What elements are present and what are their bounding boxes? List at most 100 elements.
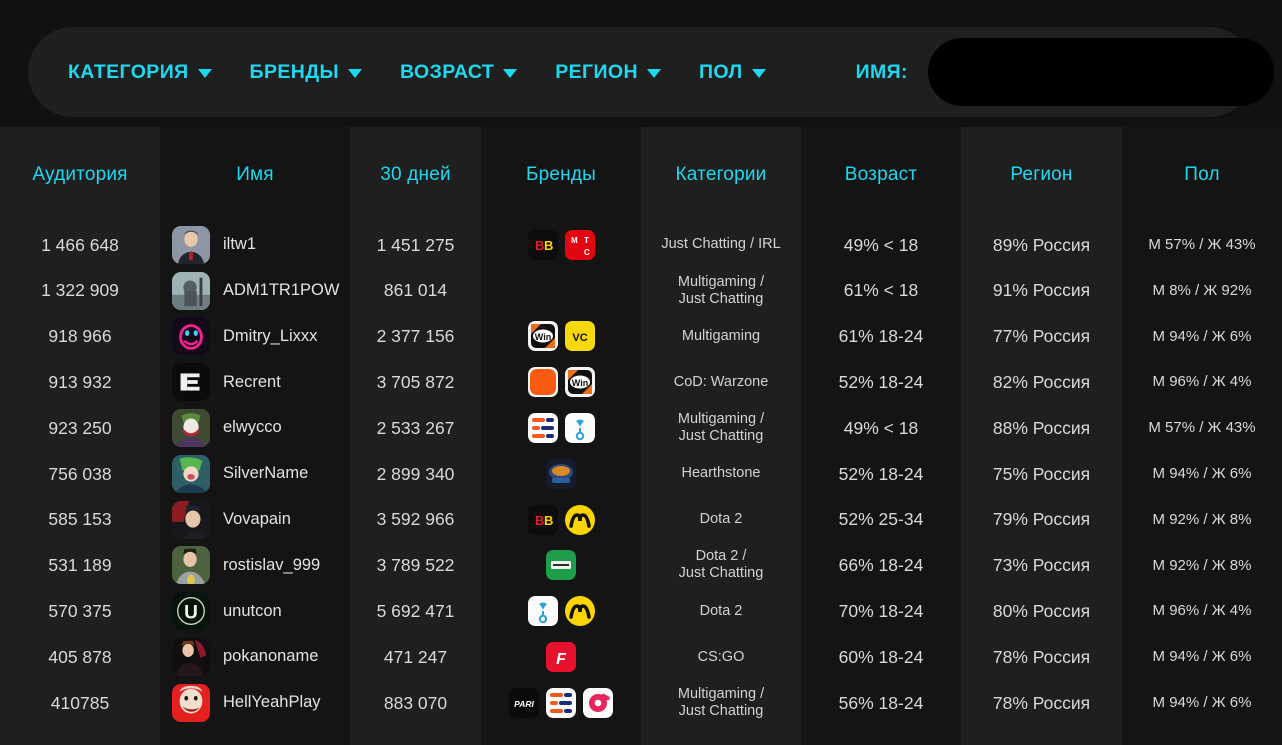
table-row[interactable]: 410785 HellYeahPlay 883 070 PARI Multigaming…	[0, 680, 1282, 726]
cell-audience: 913 932	[48, 371, 112, 392]
cell-gender: М 94% / Ж 6%	[1152, 327, 1252, 345]
cell-region: 73% Россия	[992, 555, 1091, 576]
avatar	[172, 500, 210, 539]
cell-name[interactable]: SilverName	[160, 451, 350, 497]
cell-age: 60% 18-24	[838, 646, 924, 667]
cell-name[interactable]: iltw1	[160, 222, 350, 268]
cell-30-days: 5 692 471	[376, 600, 455, 621]
filter-region-label: РЕГИОН	[555, 60, 638, 83]
filter-age[interactable]: ВОЗРАСТ	[400, 61, 518, 84]
cell-age: 66% 18-24	[838, 555, 924, 576]
table-row[interactable]: 405 878 pokanoname 471 247 F CS:GO 60% 18-24 7…	[0, 634, 1282, 680]
column-header-30days[interactable]: 30 дней	[380, 163, 451, 185]
brand-logo-vk[interactable]: VC	[564, 321, 595, 352]
brand-logo-fonbet[interactable]: F	[546, 642, 576, 673]
cell-region: 75% Россия	[992, 463, 1091, 484]
cell-brands	[481, 405, 641, 451]
cell-name[interactable]: rostislav_999	[160, 543, 350, 589]
table-row[interactable]: 585 153 Vovapain 3 592 966 B B Dota 2 52% 25-3…	[0, 497, 1282, 543]
brand-logo-orange[interactable]	[527, 367, 558, 398]
svg-text:PARI: PARI	[514, 699, 534, 709]
cell-age: 49% < 18	[843, 234, 919, 255]
cell-name[interactable]: Vovapain	[160, 497, 350, 543]
column-header-categories[interactable]: Категории	[675, 163, 767, 185]
chevron-down-icon	[348, 69, 363, 78]
cell-name[interactable]: elwycco	[160, 405, 350, 451]
column-stripe	[801, 127, 961, 745]
cell-name[interactable]: Dmitry_Lixxx	[160, 314, 350, 360]
cell-age: 52% 18-24	[838, 371, 924, 392]
brand-logo-pari[interactable]: PARI	[509, 687, 539, 718]
avatar: U	[172, 592, 210, 631]
filter-category[interactable]: КАТЕГОРИЯ	[68, 61, 212, 84]
column-stripes	[0, 127, 1282, 745]
brand-logo-m-circle[interactable]	[564, 596, 595, 627]
avatar	[172, 546, 210, 585]
svg-text:B: B	[544, 238, 553, 253]
cell-category: CS:GO	[697, 648, 745, 665]
streamer-nickname: Vovapain	[223, 509, 291, 528]
brand-logo-hearthstone[interactable]	[546, 458, 576, 489]
brand-logo-m-circle[interactable]	[564, 504, 595, 535]
cell-audience: 531 189	[48, 555, 112, 576]
cell-name[interactable]: ADM1TR1POW	[160, 268, 350, 314]
table-row[interactable]: 531 189 rostislav_999 3 789 522 Dota 2 / Ju…	[0, 543, 1282, 589]
cell-name[interactable]: Recrent	[160, 359, 350, 405]
brand-logo-megafon[interactable]	[527, 596, 558, 627]
brand-logo-winline[interactable]: Win	[527, 321, 558, 352]
cell-category: Dota 2	[699, 602, 743, 619]
cell-region: 91% Россия	[992, 280, 1091, 301]
cell-brands	[481, 543, 641, 589]
svg-text:B: B	[544, 513, 553, 528]
cell-name[interactable]: pokanoname	[160, 634, 350, 680]
cell-30-days: 2 533 267	[376, 417, 455, 438]
cell-category: Hearthstone	[681, 465, 761, 482]
column-header-name[interactable]: Имя	[236, 163, 274, 185]
table-row[interactable]: 1 466 648 iltw1 1 451 275 B B М Т С Just Chattin…	[0, 222, 1282, 268]
svg-text:F: F	[556, 651, 567, 668]
cell-category: Dota 2	[699, 511, 743, 528]
column-header-region[interactable]: Регион	[1010, 163, 1073, 185]
cell-category: Multigaming / Just Chatting	[677, 273, 765, 307]
streamer-nickname: iltw1	[223, 235, 257, 254]
filter-brands[interactable]: БРЕНДЫ	[250, 61, 363, 84]
column-header-audience[interactable]: Аудитория	[32, 163, 128, 185]
avatar	[172, 409, 210, 448]
column-header-gender[interactable]: Пол	[1184, 163, 1220, 185]
cell-brands	[481, 451, 641, 497]
column-header-age[interactable]: Возраст	[844, 163, 918, 185]
cell-audience: 918 966	[48, 326, 112, 347]
filter-region[interactable]: РЕГИОН	[555, 61, 661, 84]
streamer-nickname: Recrent	[223, 372, 281, 391]
table-row[interactable]: 913 932 Recrent 3 705 872 Win CoD: Warzone 52…	[0, 359, 1282, 405]
brand-logo-winline[interactable]: Win	[564, 367, 595, 398]
cell-gender: М 96% / Ж 4%	[1152, 373, 1252, 391]
cell-30-days: 883 070	[383, 692, 448, 713]
filter-bar: КАТЕГОРИЯ БРЕНДЫ ВОЗРАСТ РЕГИОН ПОЛ ИМЯ:	[28, 27, 1274, 117]
name-search-input[interactable]	[927, 38, 1274, 106]
table-row[interactable]: 918 966 Dmitry_Lixxx 2 377 156 Win VC Multiga…	[0, 314, 1282, 360]
table-row[interactable]: 756 038 SilverName 2 899 340 Hearthstone 52%…	[0, 451, 1282, 497]
brand-logo-megafon[interactable]	[564, 413, 595, 444]
chevron-down-icon	[646, 69, 661, 78]
cell-name[interactable]: HellYeahPlay	[160, 680, 350, 726]
column-header-brands[interactable]: Бренды	[525, 163, 597, 185]
brand-logo-bars[interactable]	[546, 687, 576, 718]
table-row[interactable]: 1 322 909 ADM1TR1POW 861 014 Multigaming / …	[0, 268, 1282, 314]
brand-logo-donut[interactable]	[583, 687, 613, 718]
brand-logo-bars[interactable]	[527, 413, 558, 444]
cell-region: 82% Россия	[992, 371, 1091, 392]
filter-category-label: КАТЕГОРИЯ	[68, 60, 189, 83]
cell-30-days: 3 789 522	[376, 555, 455, 576]
svg-text:VC: VC	[572, 332, 587, 344]
table-row[interactable]: 923 250 elwycco 2 533 267 Multigaming / Jus…	[0, 405, 1282, 451]
brand-logo-green[interactable]	[546, 550, 576, 581]
cell-region: 78% Россия	[992, 692, 1091, 713]
svg-text:U: U	[184, 603, 198, 624]
filter-gender[interactable]: ПОЛ	[699, 61, 766, 84]
